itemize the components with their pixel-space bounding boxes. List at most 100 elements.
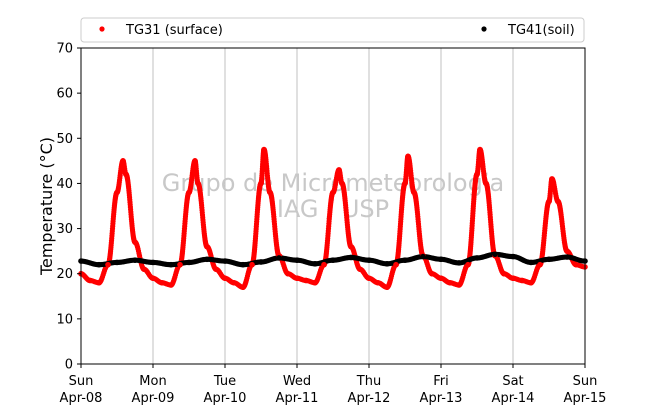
x-tick-day: Sun bbox=[69, 374, 94, 389]
x-tick-day: Mon bbox=[139, 374, 166, 389]
data-point-0-32 bbox=[336, 167, 342, 173]
y-tick-label: 20 bbox=[56, 267, 73, 282]
data-point-1-23 bbox=[492, 251, 498, 258]
data-point-0-24 bbox=[267, 189, 273, 196]
data-point-1-11 bbox=[276, 255, 282, 261]
data-point-0-10 bbox=[159, 279, 165, 286]
data-point-0-31 bbox=[330, 189, 336, 196]
data-point-0-47 bbox=[456, 282, 462, 288]
data-point-1-19 bbox=[420, 253, 426, 260]
data-point-0-27 bbox=[294, 275, 300, 282]
data-point-1-9 bbox=[240, 261, 246, 268]
data-point-0-54 bbox=[510, 275, 516, 282]
x-tick-day: Thu bbox=[356, 374, 381, 389]
data-point-0-14 bbox=[192, 158, 198, 164]
data-point-0-44 bbox=[429, 270, 435, 277]
data-point-0-28 bbox=[303, 277, 309, 284]
data-point-1-4 bbox=[150, 259, 156, 266]
data-point-0-61 bbox=[564, 248, 570, 254]
data-point-1-21 bbox=[456, 260, 462, 266]
data-point-0-34 bbox=[348, 243, 354, 250]
data-point-0-11 bbox=[168, 282, 174, 288]
y-tick-label: 50 bbox=[56, 132, 73, 147]
legend-label-tg41: TG41(soil) bbox=[507, 23, 575, 38]
data-point-0-35 bbox=[357, 266, 363, 273]
data-point-1-3 bbox=[132, 257, 138, 263]
data-point-1-20 bbox=[438, 256, 444, 263]
data-point-0-51 bbox=[483, 180, 489, 187]
x-tick-label: Apr-11 bbox=[276, 391, 319, 406]
x-tick-label: Apr-10 bbox=[204, 391, 247, 406]
y-axis-title: Temperature (°C) bbox=[37, 137, 56, 276]
data-point-0-55 bbox=[519, 277, 525, 284]
data-point-1-22 bbox=[474, 255, 480, 261]
x-tick-day: Tue bbox=[213, 374, 236, 389]
plot-frame bbox=[80, 47, 586, 365]
data-point-1-1 bbox=[96, 261, 102, 268]
data-point-0-12 bbox=[177, 261, 183, 268]
y-tick-label: 30 bbox=[56, 222, 73, 237]
series-markers bbox=[78, 146, 588, 291]
data-point-0-17 bbox=[213, 266, 219, 273]
data-point-1-13 bbox=[312, 260, 318, 267]
data-point-0-59 bbox=[549, 176, 555, 182]
data-point-0-26 bbox=[285, 270, 291, 277]
gridlines bbox=[152, 48, 514, 364]
data-point-1-18 bbox=[402, 257, 408, 263]
data-point-0-48 bbox=[465, 261, 471, 268]
data-point-0-58 bbox=[546, 198, 552, 205]
data-point-0-41 bbox=[405, 153, 411, 160]
data-point-0-7 bbox=[132, 239, 138, 245]
y-tick-label: 0 bbox=[65, 358, 73, 373]
data-point-1-25 bbox=[528, 259, 534, 266]
legend-label-tg31: TG31 (surface) bbox=[125, 23, 223, 38]
data-point-0-20 bbox=[240, 284, 246, 291]
data-point-0-3 bbox=[105, 261, 111, 268]
data-point-0-23 bbox=[261, 146, 267, 153]
data-point-1-16 bbox=[366, 257, 372, 263]
data-point-1-8 bbox=[222, 258, 228, 264]
data-point-0-33 bbox=[339, 180, 345, 187]
data-point-1-24 bbox=[510, 253, 516, 260]
data-point-0-57 bbox=[537, 261, 543, 268]
data-point-0-16 bbox=[204, 243, 210, 250]
data-point-0-19 bbox=[231, 279, 237, 286]
x-tick-day: Wed bbox=[283, 374, 311, 389]
data-point-0-56 bbox=[528, 279, 534, 286]
data-point-0-60 bbox=[555, 198, 561, 205]
data-point-1-2 bbox=[114, 259, 120, 266]
data-point-0-38 bbox=[384, 284, 390, 291]
data-point-0-8 bbox=[141, 266, 147, 273]
data-point-0-36 bbox=[366, 275, 372, 282]
data-point-1-17 bbox=[384, 260, 390, 267]
data-point-0-2 bbox=[96, 279, 102, 286]
data-point-0-37 bbox=[375, 279, 381, 286]
y-tick-label: 70 bbox=[56, 42, 73, 57]
legend: TG31 (surface) TG41(soil) bbox=[80, 17, 585, 43]
data-point-0-49 bbox=[474, 171, 480, 178]
data-point-0-9 bbox=[150, 275, 156, 282]
data-point-1-6 bbox=[186, 259, 192, 266]
data-point-1-26 bbox=[546, 256, 552, 263]
data-point-0-29 bbox=[312, 279, 318, 286]
data-point-0-42 bbox=[411, 189, 417, 196]
data-point-0-46 bbox=[447, 279, 453, 286]
x-tick-label: Apr-14 bbox=[492, 391, 535, 406]
x-tick-day: Sun bbox=[573, 374, 598, 389]
x-tick-day: Sat bbox=[502, 374, 523, 389]
y-axis-ticks: 0 10 20 30 40 50 60 70 bbox=[56, 42, 81, 373]
data-point-0-40 bbox=[402, 180, 408, 187]
data-point-0-53 bbox=[501, 270, 507, 277]
data-point-1-27 bbox=[564, 254, 570, 260]
data-point-1-14 bbox=[330, 257, 336, 263]
data-point-1-12 bbox=[294, 257, 300, 263]
data-point-0-6 bbox=[123, 171, 129, 178]
data-point-1-7 bbox=[204, 256, 210, 263]
data-point-1-15 bbox=[348, 254, 354, 261]
x-tick-label: Apr-13 bbox=[420, 391, 463, 406]
x-tick-label: Apr-15 bbox=[564, 391, 607, 406]
data-point-0-15 bbox=[195, 180, 201, 187]
legend-marker-tg31 bbox=[99, 26, 105, 32]
data-point-0-62 bbox=[573, 261, 579, 268]
x-tick-day: Fri bbox=[433, 374, 449, 389]
